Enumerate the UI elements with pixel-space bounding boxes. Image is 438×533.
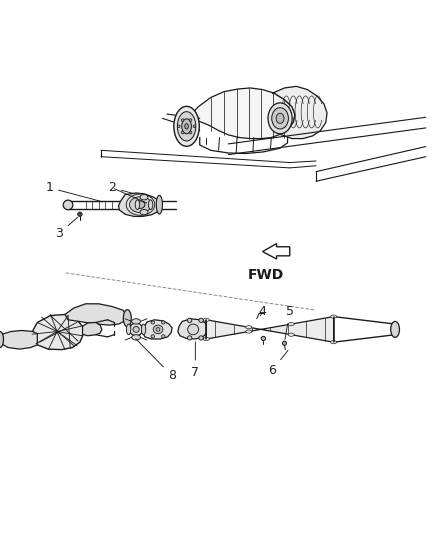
Polygon shape (0, 330, 37, 349)
Ellipse shape (193, 125, 195, 127)
Text: 3: 3 (55, 217, 78, 240)
Ellipse shape (63, 200, 73, 209)
Polygon shape (32, 314, 83, 350)
Ellipse shape (148, 200, 152, 209)
Ellipse shape (135, 200, 139, 209)
Ellipse shape (133, 326, 139, 333)
Text: 6: 6 (268, 350, 287, 377)
Ellipse shape (177, 111, 195, 141)
Ellipse shape (177, 125, 180, 127)
Ellipse shape (155, 327, 159, 331)
Text: FWD: FWD (247, 268, 283, 281)
Ellipse shape (198, 336, 203, 340)
Polygon shape (177, 319, 208, 339)
Ellipse shape (287, 333, 293, 336)
Ellipse shape (140, 209, 148, 215)
Ellipse shape (140, 195, 148, 200)
Ellipse shape (78, 212, 82, 216)
Ellipse shape (390, 321, 399, 337)
Polygon shape (272, 86, 326, 139)
Ellipse shape (184, 124, 188, 129)
Ellipse shape (330, 341, 336, 344)
Ellipse shape (141, 324, 145, 335)
Ellipse shape (261, 336, 265, 341)
Ellipse shape (203, 318, 209, 321)
Ellipse shape (151, 335, 154, 338)
Ellipse shape (187, 324, 198, 335)
Ellipse shape (131, 335, 140, 340)
Ellipse shape (189, 119, 191, 122)
Ellipse shape (330, 315, 336, 318)
Ellipse shape (187, 318, 191, 322)
Text: 7: 7 (191, 342, 199, 378)
Ellipse shape (123, 310, 131, 327)
Polygon shape (65, 304, 127, 325)
Ellipse shape (198, 318, 203, 322)
Ellipse shape (151, 321, 154, 324)
Polygon shape (188, 88, 294, 139)
Ellipse shape (156, 196, 162, 214)
Ellipse shape (161, 321, 165, 324)
Polygon shape (206, 317, 333, 342)
Ellipse shape (131, 319, 140, 324)
Ellipse shape (282, 341, 286, 345)
Ellipse shape (245, 330, 251, 333)
Ellipse shape (189, 131, 191, 134)
Ellipse shape (126, 324, 131, 335)
Polygon shape (82, 322, 102, 336)
Ellipse shape (181, 119, 191, 134)
Ellipse shape (271, 108, 288, 129)
Ellipse shape (267, 103, 292, 134)
Ellipse shape (136, 201, 145, 208)
Ellipse shape (0, 332, 4, 348)
Ellipse shape (129, 323, 142, 336)
Ellipse shape (173, 106, 199, 146)
Ellipse shape (153, 325, 162, 334)
Text: 8: 8 (135, 339, 176, 382)
Ellipse shape (181, 119, 184, 122)
Ellipse shape (276, 114, 283, 123)
Ellipse shape (129, 197, 151, 213)
Text: 5: 5 (284, 305, 293, 340)
Ellipse shape (187, 336, 191, 340)
Text: 1: 1 (45, 181, 102, 202)
Ellipse shape (181, 131, 184, 134)
Ellipse shape (245, 326, 251, 329)
Ellipse shape (161, 335, 165, 338)
Text: 2: 2 (108, 181, 134, 194)
Ellipse shape (203, 337, 209, 341)
Polygon shape (262, 244, 289, 259)
Polygon shape (142, 320, 172, 339)
Ellipse shape (79, 213, 81, 215)
Ellipse shape (287, 322, 293, 326)
Text: 4: 4 (258, 305, 266, 318)
Polygon shape (118, 193, 161, 216)
